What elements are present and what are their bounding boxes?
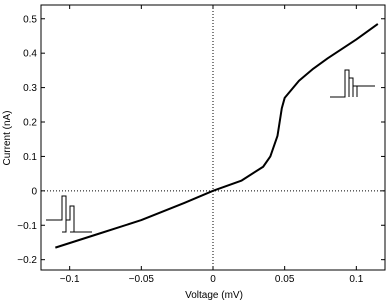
inset-waveform-right	[330, 69, 375, 98]
inset-icons	[46, 69, 375, 233]
inset-waveform-left	[46, 195, 67, 233]
inset-waveform-left	[66, 205, 92, 233]
y-tick-label: 0.4	[23, 49, 37, 60]
y-tick-label: −0.2	[17, 255, 37, 266]
y-tick-label: 0	[31, 186, 37, 197]
y-tick-label: 0.5	[23, 14, 37, 25]
y-tick-label: −0.1	[17, 221, 37, 232]
y-tick-label: 0.1	[23, 152, 37, 163]
y-tick-label: 0.2	[23, 118, 37, 129]
x-tick-label: 0.05	[275, 274, 295, 285]
x-tick-label: −0.05	[129, 274, 155, 285]
data-line	[55, 23, 379, 249]
x-tick-label: 0	[210, 274, 216, 285]
x-tick-label: 0.1	[349, 274, 363, 285]
plot-frame	[40, 4, 386, 271]
y-axis-label: Current (nA)	[2, 110, 13, 165]
x-tick-label: −0.1	[60, 274, 80, 285]
y-tick-label: 0.3	[23, 83, 37, 94]
x-axis-label: Voltage (mV)	[185, 290, 243, 301]
